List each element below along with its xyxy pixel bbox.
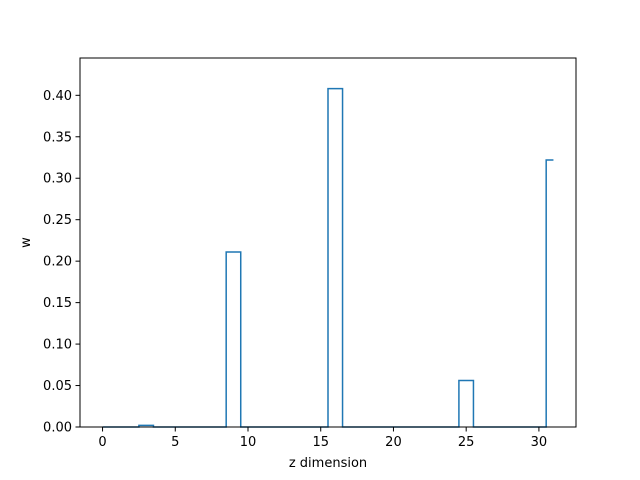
axes-frame — [79, 57, 577, 428]
x-tick-label: 5 — [171, 435, 179, 450]
x-tick-label: 0 — [98, 435, 106, 450]
x-tick-label: 30 — [531, 435, 548, 450]
y-tick-label: 0.25 — [43, 213, 72, 228]
x-tick-label: 10 — [240, 435, 257, 450]
x-tick-label: 25 — [458, 435, 475, 450]
x-tick-label: 20 — [385, 435, 402, 450]
y-axis: 0.00 0.05 0.10 0.15 0.20 0.25 0.30 0.35 0.40 — [43, 89, 80, 436]
y-tick-label: 0.30 — [43, 172, 72, 187]
y-axis-label: w — [19, 237, 34, 248]
y-tick-label: 0.10 — [43, 338, 72, 353]
y-tick-label: 0.20 — [43, 255, 72, 270]
y-tick-label: 0.05 — [43, 379, 72, 394]
y-tick-label: 0.35 — [43, 130, 72, 145]
x-tick-label: 15 — [312, 435, 329, 450]
x-axis-label: z dimension — [289, 456, 367, 471]
x-axis: 0 5 10 15 20 25 30 — [98, 427, 547, 450]
y-tick-label: 0.00 — [43, 421, 72, 436]
y-tick-label: 0.15 — [43, 296, 72, 311]
y-tick-label: 0.40 — [43, 89, 72, 104]
